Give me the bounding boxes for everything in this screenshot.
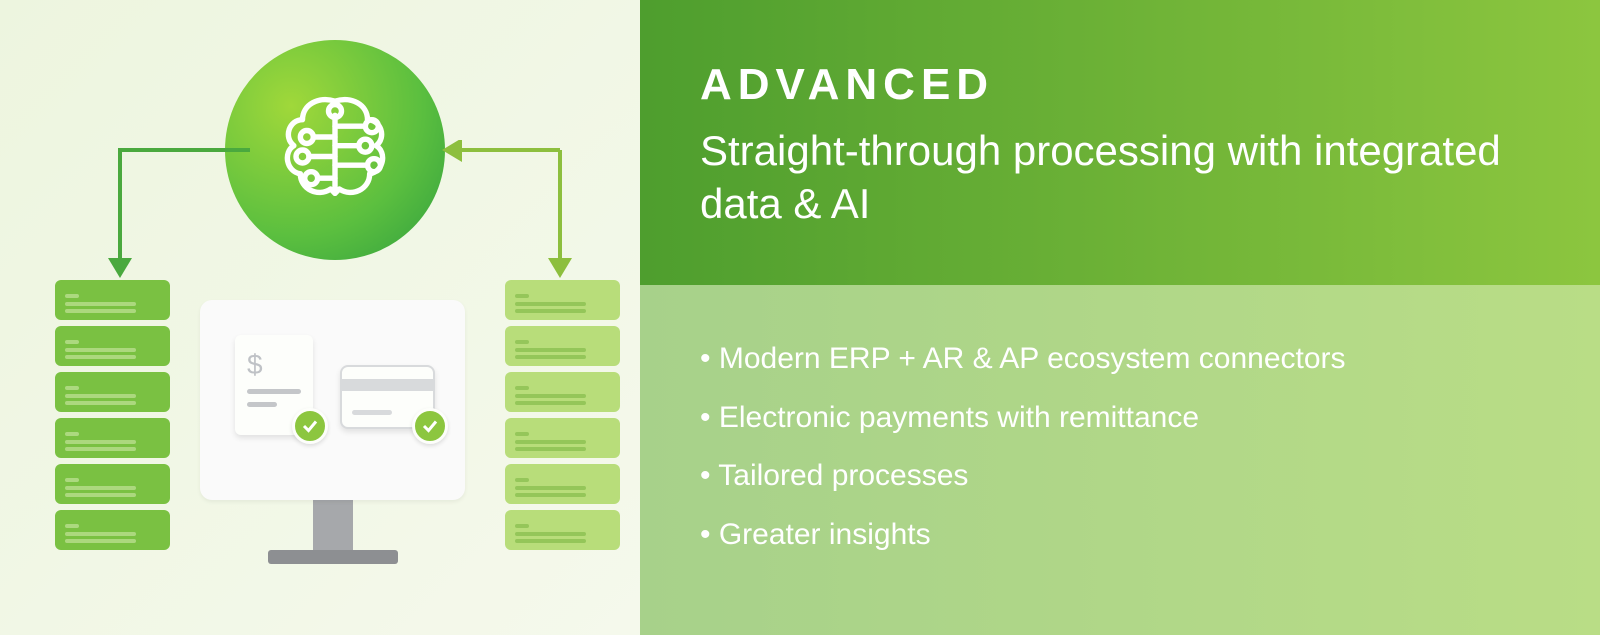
server-unit (55, 510, 170, 550)
monitor-stand (313, 500, 353, 550)
server-stack-right (505, 280, 620, 550)
server-unit (55, 418, 170, 458)
server-unit (505, 372, 620, 412)
server-unit (505, 280, 620, 320)
arrow-right-icon (430, 140, 600, 300)
monitor-base (268, 550, 398, 564)
text-panel: ADVANCED Straight-through processing wit… (640, 0, 1600, 635)
monitor-screen: $ (200, 300, 465, 500)
panel-subtitle: Straight-through processing with integra… (700, 125, 1540, 230)
illustration-panel: $ (0, 0, 640, 635)
dollar-symbol: $ (247, 349, 301, 381)
server-unit (55, 372, 170, 412)
server-unit (505, 464, 620, 504)
panel-title: ADVANCED (700, 60, 1540, 110)
server-unit (55, 280, 170, 320)
bullet-item: Tailored processes (700, 447, 1540, 506)
bullet-list: Modern ERP + AR & AP ecosystem connector… (640, 285, 1600, 635)
server-unit (505, 418, 620, 458)
monitor-icon: $ (200, 300, 465, 564)
brain-circle (225, 40, 445, 260)
server-unit (55, 464, 170, 504)
arrow-left-icon (80, 140, 250, 300)
brain-ai-icon (270, 85, 400, 215)
heading-block: ADVANCED Straight-through processing wit… (640, 0, 1600, 285)
checkmark-icon (412, 408, 448, 444)
server-unit (55, 326, 170, 366)
server-unit (505, 510, 620, 550)
bullet-item: Modern ERP + AR & AP ecosystem connector… (700, 330, 1540, 389)
server-stack-left (55, 280, 170, 550)
bullet-item: Greater insights (700, 506, 1540, 565)
bullet-item: Electronic payments with remittance (700, 389, 1540, 448)
checkmark-icon (292, 408, 328, 444)
server-unit (505, 326, 620, 366)
